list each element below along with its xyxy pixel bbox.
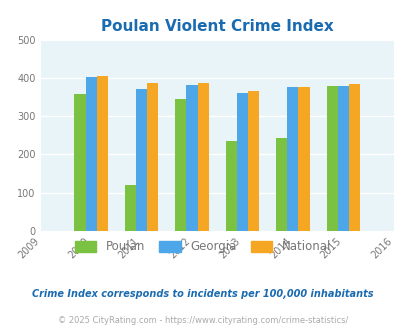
Text: © 2025 CityRating.com - https://www.cityrating.com/crime-statistics/: © 2025 CityRating.com - https://www.city… <box>58 315 347 325</box>
Bar <box>125 185 136 231</box>
Bar <box>96 76 107 231</box>
Bar <box>85 78 96 231</box>
Bar <box>74 94 85 231</box>
Bar <box>136 88 147 231</box>
Bar <box>275 138 287 231</box>
Bar <box>225 141 236 231</box>
Bar <box>197 83 208 231</box>
Legend: Poulan, Georgia, National: Poulan, Georgia, National <box>70 236 335 258</box>
Bar <box>348 84 359 231</box>
Bar <box>147 83 158 231</box>
Bar <box>236 93 247 231</box>
Bar <box>186 85 197 231</box>
Text: Crime Index corresponds to incidents per 100,000 inhabitants: Crime Index corresponds to incidents per… <box>32 289 373 299</box>
Title: Poulan Violent Crime Index: Poulan Violent Crime Index <box>100 19 333 34</box>
Bar <box>247 90 258 231</box>
Bar <box>287 87 298 231</box>
Bar <box>298 87 309 231</box>
Bar <box>175 99 186 231</box>
Bar <box>326 86 337 231</box>
Bar <box>337 85 348 231</box>
